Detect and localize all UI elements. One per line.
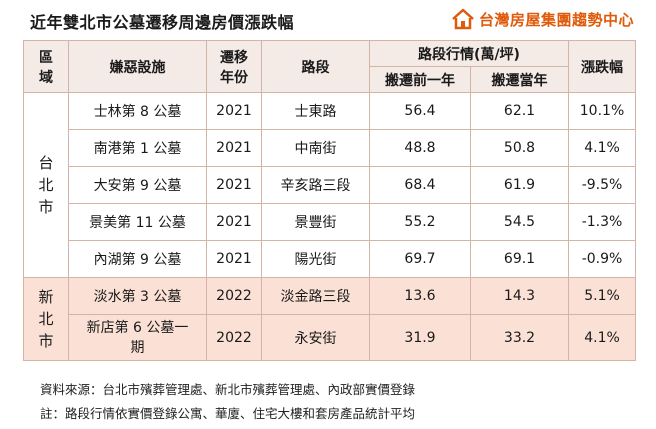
road-cell: 淡金路三段 — [261, 277, 370, 315]
brand: 台灣房屋集團趨勢中心 — [451, 7, 634, 31]
road-cell: 士東路 — [261, 92, 370, 130]
table-title: 近年雙北市公墓遷移周邊房價漲跌幅 — [30, 13, 295, 32]
region-new-taipei: 新北市 — [23, 277, 69, 361]
header-road: 路段 — [261, 40, 370, 93]
price-current-cell: 33.2 — [469, 314, 570, 361]
change-cell: 4.1% — [568, 314, 637, 361]
price-current-cell: 14.3 — [469, 277, 570, 315]
price-before-cell: 56.4 — [369, 92, 471, 130]
year-cell: 2021 — [206, 240, 262, 278]
road-cell: 中南街 — [261, 129, 370, 167]
road-cell: 景豐街 — [261, 203, 370, 241]
facility-cell: 景美第 11 公墓 — [68, 203, 207, 241]
facility-cell: 大安第 9 公墓 — [68, 166, 207, 204]
header-year: 遷移年份 — [206, 40, 262, 93]
brand-logo-icon — [451, 7, 475, 31]
facility-cell: 淡水第 3 公墓 — [68, 277, 207, 315]
price-current-cell: 61.9 — [469, 166, 570, 204]
year-cell: 2022 — [206, 314, 262, 361]
header-price-before: 搬遷前一年 — [369, 66, 471, 93]
header-price-current: 搬遷當年 — [469, 66, 570, 93]
brand-name: 台灣房屋集團趨勢中心 — [478, 10, 634, 29]
price-change-table: 區域 嫌惡設施 遷移年份 路段 路段行情(萬/坪) 漲跌幅 搬遷前一年 搬遷當年… — [23, 40, 637, 361]
change-cell: -0.9% — [568, 240, 637, 278]
change-cell: 5.1% — [568, 277, 637, 315]
facility-cell: 內湖第 9 公墓 — [68, 240, 207, 278]
footnotes: 資料來源：台北市殯葬管理處、新北市殯葬管理處、內政部實價登錄 註：路段行情依實價… — [40, 378, 415, 426]
price-before-cell: 13.6 — [369, 277, 471, 315]
road-cell: 永安街 — [261, 314, 370, 361]
region-taipei: 台北市 — [23, 92, 69, 278]
price-current-cell: 62.1 — [469, 92, 570, 130]
header-region: 區域 — [23, 40, 69, 93]
year-cell: 2021 — [206, 129, 262, 167]
price-before-cell: 69.7 — [369, 240, 471, 278]
header-facility: 嫌惡設施 — [68, 40, 207, 93]
price-before-cell: 48.8 — [369, 129, 471, 167]
year-cell: 2021 — [206, 166, 262, 204]
price-current-cell: 69.1 — [469, 240, 570, 278]
header-change: 漲跌幅 — [568, 40, 637, 93]
facility-cell: 士林第 8 公墓 — [68, 92, 207, 130]
price-before-cell: 55.2 — [369, 203, 471, 241]
road-cell: 辛亥路三段 — [261, 166, 370, 204]
facility-cell: 新店第 6 公墓一期 — [68, 314, 207, 361]
remark-note: 註：路段行情依實價登錄公寓、華廈、住宅大樓和套房產品統計平均 — [40, 406, 416, 421]
change-cell: 10.1% — [568, 92, 637, 130]
change-cell: -9.5% — [568, 166, 637, 204]
facility-cell: 南港第 1 公墓 — [68, 129, 207, 167]
header-price: 路段行情(萬/坪) — [368, 40, 570, 67]
price-current-cell: 54.5 — [469, 203, 570, 241]
road-cell: 陽光街 — [261, 240, 370, 278]
price-current-cell: 50.8 — [469, 129, 570, 167]
change-cell: 4.1% — [568, 129, 637, 167]
year-cell: 2022 — [206, 277, 262, 315]
source-note: 資料來源：台北市殯葬管理處、新北市殯葬管理處、內政部實價登錄 — [40, 382, 416, 397]
price-before-cell: 31.9 — [369, 314, 471, 361]
change-cell: -1.3% — [568, 203, 637, 241]
year-cell: 2021 — [206, 92, 262, 130]
price-before-cell: 68.4 — [369, 166, 471, 204]
year-cell: 2021 — [206, 203, 262, 241]
